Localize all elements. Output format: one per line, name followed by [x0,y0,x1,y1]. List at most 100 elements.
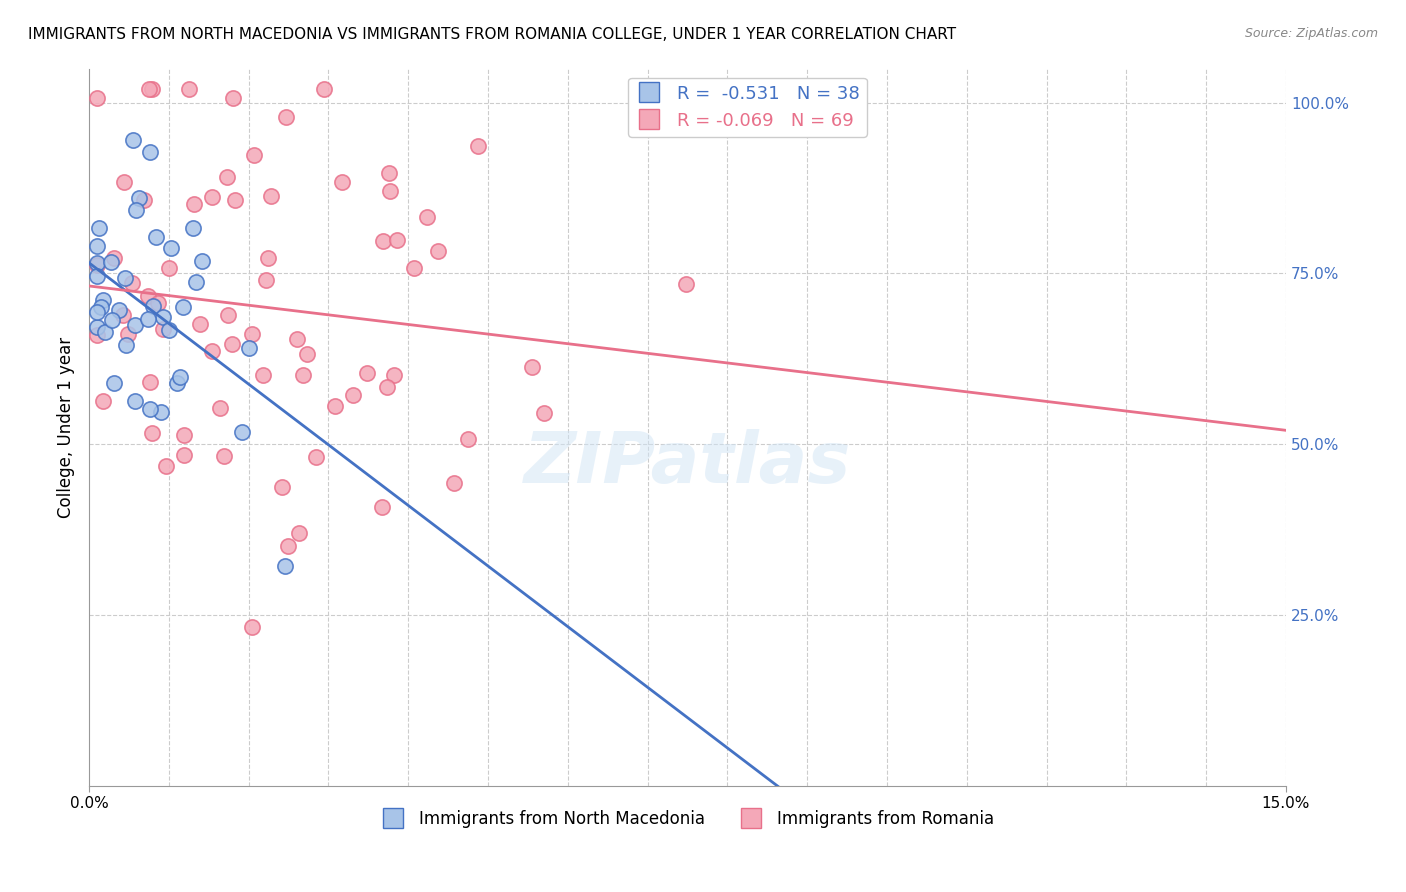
Romania [242,148,264,162]
Romania [215,169,238,184]
Romania [457,433,479,447]
Romania [217,309,239,323]
North Macedonia [91,293,114,308]
North Macedonia [166,376,188,390]
North Macedonia [231,425,253,440]
North Macedonia [139,402,162,417]
Romania [112,175,135,189]
Text: ZIPatlas: ZIPatlas [524,428,851,498]
North Macedonia [172,300,194,314]
Romania [173,448,195,462]
Romania [173,428,195,442]
North Macedonia [94,325,117,339]
North Macedonia [145,229,167,244]
North Macedonia [183,220,205,235]
North Macedonia [86,320,108,334]
North Macedonia [87,221,110,235]
North Macedonia [149,405,172,419]
Romania [330,175,353,189]
Romania [371,500,394,515]
North Macedonia [169,370,191,384]
Romania [152,322,174,336]
Romania [221,337,243,351]
North Macedonia [136,312,159,326]
Legend: Immigrants from North Macedonia, Immigrants from Romania: Immigrants from North Macedonia, Immigra… [374,804,1001,835]
Romania [201,343,224,358]
Romania [86,258,108,272]
Romania [342,388,364,402]
Romania [139,376,162,390]
Romania [141,426,163,441]
Romania [522,360,544,375]
Romania [86,90,108,104]
Romania [121,276,143,290]
Romania [224,193,246,207]
Romania [426,244,449,258]
Romania [277,539,299,553]
Romania [378,184,401,198]
North Macedonia [238,341,260,355]
Romania [136,288,159,302]
North Macedonia [184,275,207,289]
North Macedonia [86,239,108,253]
Romania [271,480,294,494]
North Macedonia [122,133,145,147]
Text: IMMIGRANTS FROM NORTH MACEDONIA VS IMMIGRANTS FROM ROMANIA COLLEGE, UNDER 1 YEAR: IMMIGRANTS FROM NORTH MACEDONIA VS IMMIG… [28,27,956,42]
North Macedonia [138,145,160,159]
North Macedonia [101,313,124,327]
Text: Source: ZipAtlas.com: Source: ZipAtlas.com [1244,27,1378,40]
Romania [443,475,465,490]
North Macedonia [152,310,174,325]
Romania [183,196,205,211]
Romania [111,308,134,322]
Romania [404,261,426,276]
Romania [382,368,405,383]
North Macedonia [115,338,138,352]
Romania [305,450,328,464]
Romania [254,273,277,287]
Romania [222,91,245,105]
Romania [138,82,160,96]
Romania [201,190,224,204]
Romania [257,252,280,266]
North Macedonia [142,299,165,313]
North Macedonia [114,271,136,285]
North Macedonia [128,191,150,205]
North Macedonia [90,300,112,314]
Romania [375,380,398,394]
North Macedonia [100,255,122,269]
North Macedonia [159,241,181,255]
Romania [356,366,378,380]
Romania [295,346,318,360]
Romania [188,317,211,331]
Romania [179,82,201,96]
Romania [146,296,169,310]
Romania [323,400,346,414]
Romania [240,620,263,634]
Romania [240,326,263,341]
Romania [675,277,697,291]
Romania [285,332,308,346]
North Macedonia [86,268,108,283]
Romania [157,260,180,275]
North Macedonia [274,559,297,574]
Y-axis label: College, Under 1 year: College, Under 1 year [58,336,75,517]
Romania [378,166,401,180]
Romania [132,193,155,207]
Romania [467,138,489,153]
Romania [312,82,335,96]
Romania [214,449,236,463]
North Macedonia [86,305,108,319]
North Macedonia [125,202,148,217]
Romania [155,458,177,473]
Romania [292,368,315,382]
Romania [103,251,125,265]
North Macedonia [108,302,131,317]
Romania [86,328,108,343]
North Macedonia [190,254,212,268]
Romania [260,189,283,203]
North Macedonia [157,324,180,338]
Romania [385,233,408,247]
Romania [415,210,437,224]
Romania [274,110,297,124]
